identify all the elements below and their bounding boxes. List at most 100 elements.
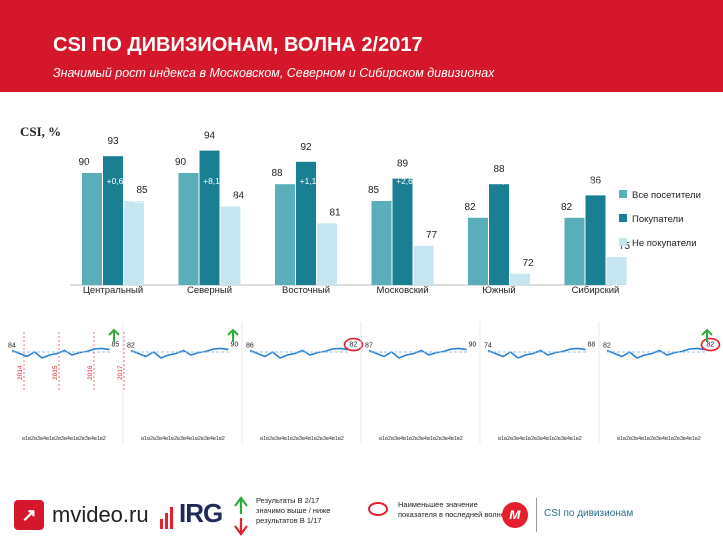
- bar-3-5: [510, 273, 530, 285]
- bar-value-label: 84: [233, 191, 245, 202]
- bar-delta-label: +1,6: [493, 176, 510, 186]
- trend-line: [11, 347, 110, 359]
- m-logo-icon: м: [502, 502, 528, 528]
- up-arrow-icon: [701, 328, 713, 342]
- bar-chart: 90+1,293+0,685+4,2Центральный90+10,094+8…: [70, 131, 701, 296]
- up-arrow-icon: [227, 328, 239, 342]
- quarter-ticks: в1в2в3в4в1в2в3в4в1в2в3в4в1в2: [22, 436, 106, 442]
- bar-3-4: [413, 245, 434, 285]
- bar-delta-label: +5,2: [589, 176, 606, 186]
- bar-value-label: 81: [329, 207, 341, 218]
- bar-delta-label: +1,2: [86, 160, 103, 170]
- trend-line: [130, 347, 229, 359]
- legend-circle-text: Наименьшее значение показателя в последн…: [398, 500, 505, 519]
- red-ring-icon: [368, 502, 388, 516]
- bar-value-label: 88: [271, 168, 283, 179]
- trend-end-value: 82: [350, 342, 358, 349]
- quarter-ticks: в1в2в3в4в1в2в3в4в1в2в3в4в1в2: [379, 436, 463, 442]
- quarter-ticks: в1в2в3в4в1в2в3в4в1в2в3в4в1в2: [617, 436, 701, 442]
- bar-1-5: [468, 217, 488, 285]
- irg-logo: IRG: [160, 498, 223, 529]
- legend-swatch: [619, 214, 627, 222]
- year-label: 2017: [117, 365, 124, 380]
- bar-delta-label: +2,6: [396, 176, 413, 186]
- trend-end-value: 82: [707, 342, 715, 349]
- bar-value-label: 92: [300, 142, 312, 153]
- bar-1-1: [82, 173, 102, 285]
- bar-value-label: 85: [368, 185, 380, 196]
- bar-2-5: [489, 184, 509, 285]
- up-arrow-icon: [108, 328, 120, 342]
- arrow-badge-icon: ↗: [14, 500, 44, 530]
- legend-label: Все посетители: [632, 190, 701, 201]
- legend-label: Не покупатели: [632, 238, 697, 249]
- bar-delta-label: +14,1: [222, 195, 244, 205]
- bar-delta-label: +3,1: [279, 160, 296, 170]
- trend-start-value: 87: [365, 343, 373, 350]
- quarter-ticks: в1в2в3в4в1в2в3в4в1в2в3в4в1в2: [498, 436, 582, 442]
- legend-arrows: Результаты В 2/17 значимо выше / ниже ре…: [232, 496, 346, 536]
- trend-start-value: 86: [246, 343, 254, 350]
- bar-delta-label: +0,6: [107, 176, 124, 186]
- bar-value-label: 90: [78, 157, 90, 168]
- bar-delta-label: +6,3: [568, 160, 585, 170]
- mvideo-logo: ↗ mvideo.ru: [14, 500, 149, 530]
- category-label: Московский: [376, 285, 428, 296]
- trend-start-value: 84: [8, 343, 16, 350]
- bar-value-label: 82: [464, 202, 476, 213]
- bar-3-1: [124, 201, 144, 285]
- year-label: 2015: [52, 365, 59, 380]
- bar-2-6: [585, 195, 606, 285]
- footer-section-text: CSI по дивизионам: [544, 508, 634, 519]
- category-label: Северный: [187, 285, 232, 296]
- bar-delta-label: +7,4: [417, 195, 434, 205]
- lowest-ring-icon: [700, 337, 721, 352]
- bar-3-2: [220, 206, 241, 285]
- bar-delta-label: +9,5: [610, 195, 627, 205]
- bar-value-label: 93: [107, 136, 119, 147]
- trend-line: [606, 347, 705, 359]
- bar-value-label: 82: [561, 202, 573, 213]
- trend-end-value: 90: [469, 342, 477, 349]
- bar-2-1: [103, 156, 123, 285]
- bar-3-6: [606, 257, 627, 285]
- year-label: 2016: [87, 365, 94, 380]
- up-down-arrows-icon: [234, 496, 248, 536]
- legend-swatch: [619, 238, 627, 246]
- bar-value-label: 86: [590, 175, 602, 186]
- trend-end-value: 85: [112, 342, 120, 349]
- header-banner: CSI ПО ДИВИЗИОНАМ, ВОЛНА 2/2017 Значимый…: [0, 0, 723, 92]
- trend-line: [487, 347, 586, 359]
- category-label: Южный: [482, 285, 515, 296]
- bar-delta-label: +4,4: [375, 160, 392, 170]
- trend-start-value: 82: [127, 343, 135, 350]
- lowest-ring-icon: [343, 337, 364, 352]
- legend-arrows-text: Результаты В 2/17 значимо выше / ниже ре…: [256, 496, 331, 525]
- trend-start-value: 82: [603, 343, 611, 350]
- bar-value-label: 75: [619, 241, 631, 252]
- bar-1-2: [178, 173, 199, 285]
- category-label: Сибирский: [572, 285, 620, 296]
- bar-value-label: 77: [426, 230, 438, 241]
- mvideo-wordmark: mvideo.ru: [52, 502, 149, 527]
- trend-line: [249, 347, 348, 359]
- irg-bars-icon: [160, 507, 175, 529]
- bar-delta-label: +6,5: [321, 195, 338, 205]
- page-title: CSI ПО ДИВИЗИОНАМ, ВОЛНА 2/2017: [53, 34, 423, 56]
- bar-2-2: [199, 150, 220, 285]
- csi-axis-label: CSI, %: [20, 124, 62, 139]
- bar-delta-label: +8,1: [203, 176, 220, 186]
- bar-delta-label: +4,2: [128, 195, 145, 205]
- bar-delta-label: +10,0: [180, 160, 202, 170]
- trend-start-value: 74: [484, 343, 492, 350]
- footer-divider: [536, 498, 537, 532]
- bar-1-6: [564, 217, 585, 285]
- trend-line: [368, 347, 467, 359]
- year-label: 2014: [17, 365, 24, 380]
- bar-delta-label: +2,8: [514, 195, 531, 205]
- irg-wordmark: IRG: [179, 498, 223, 528]
- legend-circle: Наименьшее значение показателя в последн…: [368, 500, 518, 520]
- quarter-ticks: в1в2в3в4в1в2в3в4в1в2в3в4в1в2: [141, 436, 225, 442]
- bar-3-3: [317, 223, 337, 285]
- category-label: Восточный: [282, 285, 330, 296]
